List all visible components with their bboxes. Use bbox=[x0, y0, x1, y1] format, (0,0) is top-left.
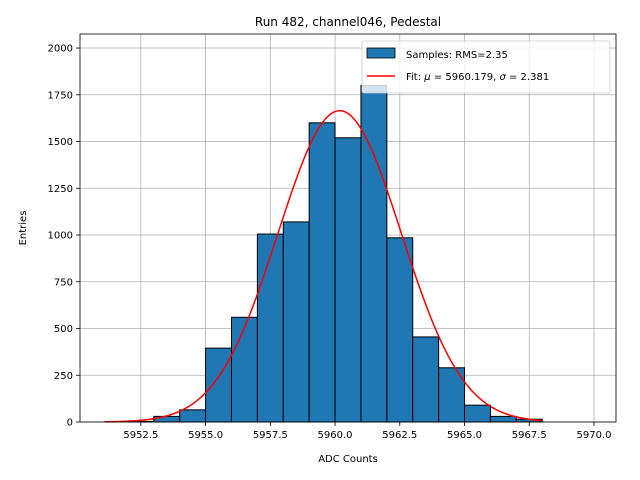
x-axis-label: ADC Counts bbox=[318, 454, 378, 465]
y-tick-label: 750 bbox=[54, 277, 73, 288]
x-axis-ticks: 5952.5 5955.0 5957.5 5960.0 5962.5 5965.0 5967… bbox=[123, 422, 611, 441]
x-tick-label: 5967.5 bbox=[512, 430, 547, 441]
y-tick-label: 0 bbox=[67, 418, 73, 429]
y-axis-label: Entries bbox=[18, 211, 29, 246]
y-tick-label: 250 bbox=[54, 371, 73, 382]
histogram-bar bbox=[489, 415, 517, 423]
y-axis-ticks: 0 250 500 750 1000 1250 1500 1750 2000 bbox=[48, 44, 80, 429]
legend: Samples: RMS=2.35 Fit: μ = 5960.179, σ =… bbox=[361, 40, 611, 94]
x-tick-label: 5970.0 bbox=[576, 430, 611, 441]
legend-fit-prefix: Fit: bbox=[406, 72, 424, 83]
y-tick-label: 2000 bbox=[48, 44, 73, 55]
legend-fit-label: Fit: μ = 5960.179, σ = 2.381 bbox=[406, 72, 549, 83]
legend-mu-symbol: μ bbox=[423, 72, 430, 83]
x-tick-label: 5965.0 bbox=[447, 430, 482, 441]
histogram-bar bbox=[282, 221, 310, 423]
x-tick-label: 5955.0 bbox=[188, 430, 223, 441]
legend-box bbox=[361, 40, 611, 94]
fit-curve-group bbox=[104, 109, 543, 423]
histogram-bar bbox=[412, 336, 440, 423]
x-tick-label: 5957.5 bbox=[253, 430, 288, 441]
histogram-bars bbox=[127, 84, 543, 423]
histogram-bar bbox=[464, 404, 491, 423]
histogram-bar bbox=[308, 122, 336, 423]
legend-samples-label: Samples: RMS=2.35 bbox=[406, 50, 508, 61]
histogram-bar bbox=[256, 233, 284, 423]
x-tick-label: 5960.0 bbox=[318, 430, 353, 441]
x-tick-label: 5952.5 bbox=[123, 430, 158, 441]
y-tick-label: 1750 bbox=[48, 90, 73, 101]
y-tick-label: 1000 bbox=[48, 231, 73, 242]
legend-mu-value: = 5960.179, bbox=[431, 72, 500, 83]
y-tick-label: 500 bbox=[54, 324, 73, 335]
x-tick-label: 5962.5 bbox=[382, 430, 417, 441]
histogram-bar bbox=[179, 409, 207, 423]
histogram-bar bbox=[153, 415, 181, 423]
histogram-bar bbox=[230, 316, 258, 423]
legend-sigma-value: = 2.381 bbox=[506, 72, 549, 83]
legend-samples-swatch bbox=[366, 47, 396, 59]
chart-title: Run 482, channel046, Pedestal bbox=[255, 15, 441, 29]
histogram-bar bbox=[386, 237, 414, 423]
histogram-bar bbox=[438, 367, 466, 423]
histogram-bar bbox=[205, 347, 232, 423]
plot-frame bbox=[79, 33, 617, 423]
y-tick-label: 1500 bbox=[48, 137, 73, 148]
histogram-bar bbox=[334, 137, 362, 423]
fit-curve bbox=[104, 109, 543, 423]
y-tick-label: 1250 bbox=[48, 184, 73, 195]
legend-sigma-symbol: σ bbox=[499, 72, 506, 83]
